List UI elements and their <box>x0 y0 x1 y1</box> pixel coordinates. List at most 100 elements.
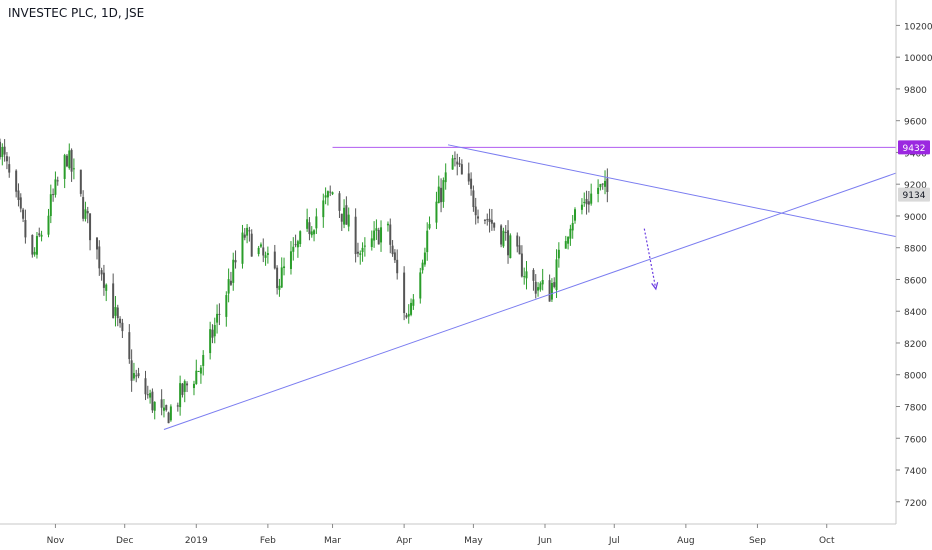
candle-body <box>518 245 521 255</box>
y-tick-label: 10000 <box>904 54 932 64</box>
candle-body <box>329 191 332 193</box>
candle-body <box>218 313 221 315</box>
candle-body <box>507 230 510 256</box>
candle-body <box>102 272 105 288</box>
time-axis[interactable]: Nov Dec 2019 Feb Mar Apr May Jun Jul Aug Sep Oct <box>47 524 835 546</box>
candle-body <box>574 209 577 221</box>
y-tick-label: 8800 <box>904 245 927 255</box>
x-tick-label: Jul <box>608 536 620 546</box>
candle-body <box>583 201 586 203</box>
price-label-box <box>898 187 930 202</box>
candle-body <box>488 218 491 223</box>
y-tick-label: 9000 <box>904 213 927 223</box>
candle-body <box>105 284 108 291</box>
candle-body <box>264 255 267 258</box>
candle-body <box>440 187 443 203</box>
candle-body <box>564 241 567 249</box>
candle-body <box>470 178 473 189</box>
candle-body <box>33 251 36 255</box>
candle-body <box>370 238 373 247</box>
candle-body <box>229 280 232 285</box>
candle-body <box>322 200 325 218</box>
candle-body <box>63 155 66 179</box>
candle-body <box>176 405 179 407</box>
y-tick-label: 8400 <box>904 308 927 318</box>
candle-body <box>315 216 318 229</box>
candle-body <box>363 245 366 247</box>
candle-body <box>162 407 165 411</box>
price-labels: 9432 9134 <box>898 140 930 202</box>
candle-body <box>246 227 249 236</box>
candle-body <box>35 236 38 255</box>
candle-body <box>192 383 195 389</box>
candle-body <box>72 168 75 170</box>
candle-body <box>553 282 556 287</box>
candle-body <box>283 266 286 269</box>
candle-body <box>486 219 489 221</box>
candle-body <box>19 197 22 209</box>
x-tick-label: Oct <box>819 536 835 546</box>
candle-body <box>296 241 299 248</box>
y-tick-label: 7200 <box>904 499 927 509</box>
candle-body <box>213 325 216 337</box>
candle-body <box>116 307 119 319</box>
candle-body <box>580 204 583 210</box>
candle-body <box>114 307 117 316</box>
candle-body <box>419 272 422 299</box>
y-tick-label: 7800 <box>904 403 927 413</box>
price-label-text: 9134 <box>903 191 926 201</box>
candle-body <box>209 329 212 354</box>
candle-body <box>40 234 43 237</box>
candle-body <box>47 215 50 235</box>
candle-body <box>520 253 523 277</box>
candle-body <box>273 251 276 269</box>
candle-body <box>211 329 214 338</box>
candle-body <box>68 150 71 169</box>
price-axis[interactable]: 7200 7400 7600 7800 8000 8200 8400 8600 8800 9000… <box>896 22 932 509</box>
candle-body <box>149 393 152 398</box>
candle-body <box>532 269 535 281</box>
candlesticks <box>0 138 609 424</box>
candle-body <box>467 173 470 182</box>
candle-body <box>410 302 413 315</box>
candle-body <box>347 214 350 227</box>
candle-body <box>146 394 149 396</box>
candle-body <box>483 219 486 221</box>
candle-body <box>248 230 251 232</box>
x-tick-label: Jun <box>537 536 552 546</box>
candle-body <box>8 164 11 173</box>
candle-body <box>119 318 122 324</box>
price-axis-background <box>896 0 932 550</box>
candle-body <box>604 180 607 187</box>
candle-body <box>338 193 341 211</box>
candle-body <box>340 213 343 222</box>
y-tick-label: 7400 <box>904 467 927 477</box>
candle-body <box>516 235 519 247</box>
candle-body <box>555 259 558 290</box>
candle-body <box>504 232 507 234</box>
candle-body <box>0 141 1 158</box>
candle-body <box>423 252 426 265</box>
x-tick-label: Nov <box>47 536 65 546</box>
candle-body <box>375 228 378 231</box>
candle-body <box>444 172 447 183</box>
candle-body <box>412 299 415 306</box>
candle-body <box>458 163 461 165</box>
candle-body <box>548 280 551 302</box>
candle-body <box>405 315 408 318</box>
candle-body <box>38 233 41 236</box>
candle-body <box>151 391 154 411</box>
candle-body <box>571 222 574 231</box>
candle-body <box>442 180 445 202</box>
candle-body <box>183 381 186 392</box>
candle-body <box>474 206 477 216</box>
candle-body <box>95 237 98 250</box>
y-tick-label: 8600 <box>904 276 927 286</box>
candle-body <box>266 253 269 255</box>
candle-body <box>389 224 392 245</box>
candle-body <box>557 249 560 259</box>
candle-body <box>377 229 380 245</box>
candle-body <box>49 194 52 217</box>
candle-body <box>259 244 262 247</box>
